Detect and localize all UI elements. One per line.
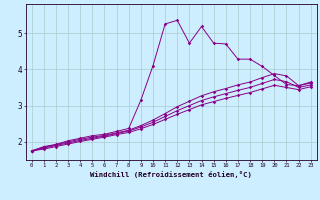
- X-axis label: Windchill (Refroidissement éolien,°C): Windchill (Refroidissement éolien,°C): [90, 171, 252, 178]
